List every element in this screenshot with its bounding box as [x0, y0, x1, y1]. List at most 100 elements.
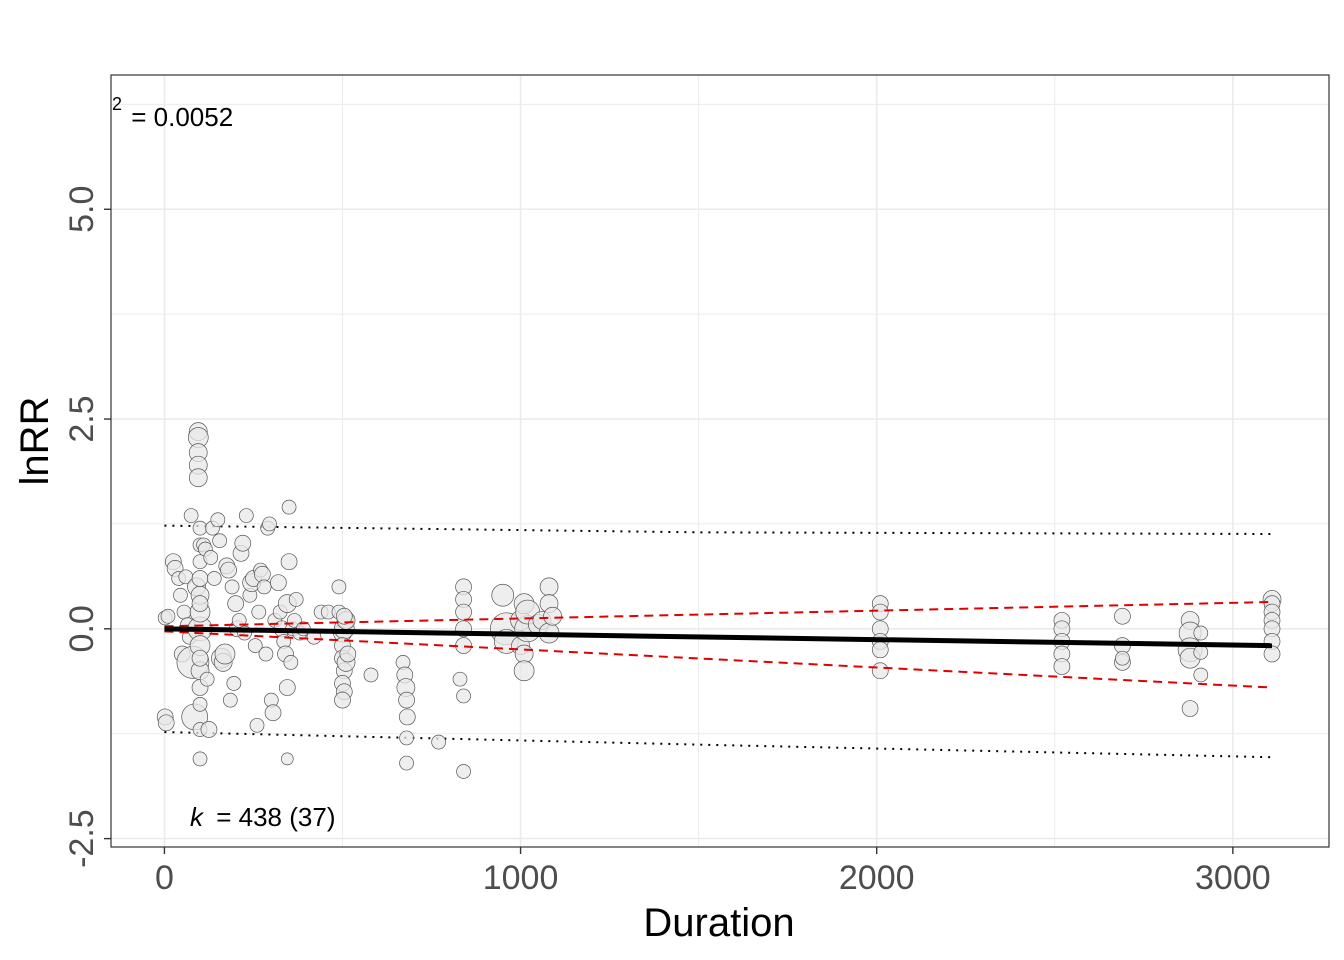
y-tick-label: 2.5: [63, 395, 101, 442]
confidence-interval-upper: [164, 600, 1273, 628]
data-point: [192, 696, 208, 712]
data-point: [1263, 645, 1281, 663]
data-point: [452, 671, 468, 687]
data-point: [258, 646, 274, 662]
data-point: [234, 534, 252, 552]
y-tick-label: -2.5: [63, 809, 101, 868]
confidence-interval-lines: [164, 600, 1273, 689]
data-point: [280, 752, 294, 766]
k-value: = 438 (37): [216, 802, 335, 832]
k-symbol: k: [190, 802, 205, 832]
data-point: [206, 571, 222, 586]
data-point: [203, 550, 219, 565]
x-tick-label: 2000: [839, 859, 915, 897]
x-tick-label: 0: [155, 859, 174, 897]
confidence-interval-lower: [164, 630, 1273, 689]
data-point: [288, 592, 304, 607]
regression-line: [164, 626, 1273, 649]
data-point: [256, 579, 272, 595]
data-point: [363, 667, 379, 683]
data-point: [871, 641, 889, 659]
data-point: [871, 662, 889, 680]
x-tick-label: 1000: [483, 859, 559, 897]
data-point: [399, 755, 414, 771]
axis-ticks: [104, 208, 1234, 854]
data-point: [173, 587, 188, 603]
y-tick-label: 5.0: [63, 186, 101, 233]
data-point: [335, 607, 353, 625]
data-point: [491, 583, 515, 607]
y-tick-label: 0.0: [63, 605, 101, 652]
prediction-interval-upper: [164, 524, 1273, 536]
data-point: [176, 604, 192, 620]
panel-border: [110, 74, 1330, 848]
data-point: [200, 721, 218, 738]
data-point: [192, 751, 208, 767]
data-point: [227, 595, 244, 613]
data-point: [280, 553, 298, 571]
data-point: [331, 579, 347, 595]
x-tick-labels: 0 1000 2000 3000: [155, 859, 1271, 897]
data-point: [220, 561, 237, 579]
data-point: [281, 499, 297, 515]
data-point: [1193, 667, 1209, 683]
data-point: [249, 717, 265, 733]
data-point: [1181, 700, 1199, 717]
data-point: [210, 512, 226, 528]
data-point: [188, 468, 208, 488]
data-point: [431, 734, 446, 750]
x-axis-title: Duration: [643, 901, 794, 945]
minor-gridlines: [111, 75, 1329, 847]
data-point: [214, 643, 236, 665]
data-point: [191, 649, 209, 667]
data-point: [224, 579, 240, 595]
data-point: [1193, 625, 1209, 641]
data-point: [270, 574, 287, 592]
data-point: [157, 714, 175, 732]
data-point: [264, 704, 282, 722]
data-point: [334, 691, 351, 709]
data-point: [339, 645, 357, 663]
x-tick-label: 3000: [1195, 859, 1271, 897]
data-point: [262, 516, 277, 532]
data-point: [455, 603, 472, 621]
data-point: [251, 604, 267, 620]
data-point: [247, 638, 263, 653]
data-point: [191, 570, 209, 587]
data-point: [1115, 650, 1130, 666]
major-gridlines: [111, 75, 1329, 847]
data-point: [160, 608, 176, 624]
prediction-interval-lower: [164, 731, 1273, 759]
data-point: [399, 730, 414, 746]
data-point: [456, 764, 471, 779]
data-point: [191, 595, 209, 613]
data-point: [1053, 658, 1071, 675]
data-point: [238, 508, 254, 523]
k-annotation: k = 438 (37): [190, 802, 335, 832]
data-point: [278, 679, 296, 696]
data-point: [1114, 607, 1131, 625]
data-point: [543, 606, 562, 626]
data-point: [398, 708, 416, 726]
data-point: [1193, 644, 1209, 660]
y-tick-labels: -2.5 0.0 2.5 5.0: [63, 186, 101, 868]
data-point: [513, 660, 535, 682]
data-point: [192, 520, 208, 536]
data-points: [156, 422, 1282, 779]
data-point: [212, 533, 227, 549]
data-point: [283, 655, 299, 670]
data-point: [871, 603, 889, 621]
fit-line: [164, 626, 1273, 649]
data-point: [199, 671, 215, 687]
data-point: [226, 676, 242, 691]
r2-annotation: 2 = 0.0052: [112, 86, 233, 132]
r2-value: = 0.0052: [131, 102, 233, 132]
data-point: [456, 688, 471, 704]
r2-superscript: 2: [112, 94, 122, 114]
data-point: [222, 692, 238, 708]
data-point: [514, 644, 534, 664]
y-axis-title: lnRR: [13, 397, 57, 486]
data-point: [398, 691, 415, 709]
data-point: [539, 577, 559, 597]
